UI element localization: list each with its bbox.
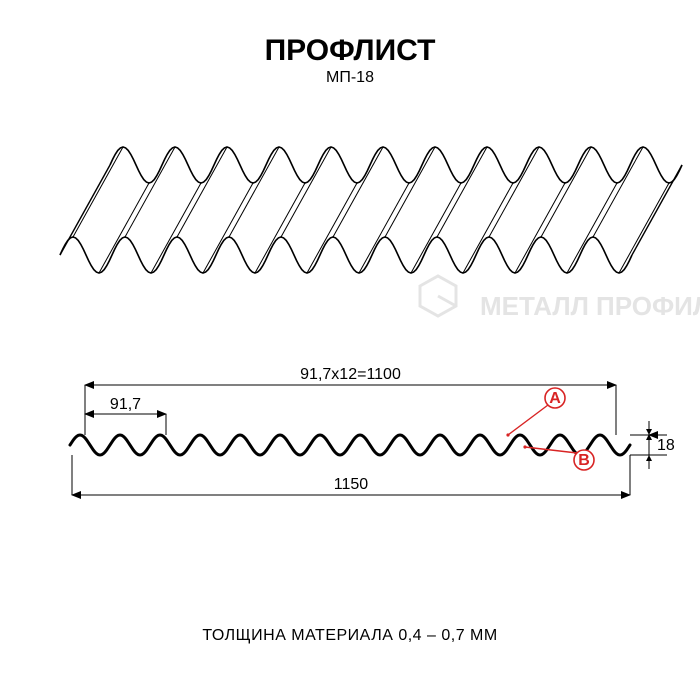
svg-text:91,7: 91,7	[110, 396, 141, 413]
marker-A: A	[506, 388, 565, 437]
dim-overall: 1150	[72, 455, 630, 495]
dim-height: 18	[630, 421, 675, 469]
svg-text:B: B	[578, 452, 590, 469]
dim-pitch: 91,7	[85, 396, 166, 435]
page-subtitle: МП-18	[326, 69, 374, 86]
watermark: МЕТАЛЛ ПРОФИЛЬ	[420, 276, 700, 321]
footer-note: ТОЛЩИНА МАТЕРИАЛА 0,4 – 0,7 ММ	[202, 627, 497, 644]
svg-text:18: 18	[657, 437, 675, 454]
page-title: ПРОФЛИСТ	[265, 34, 436, 67]
svg-text:МЕТАЛЛ ПРОФИЛЬ: МЕТАЛЛ ПРОФИЛЬ	[480, 291, 700, 321]
svg-text:1150: 1150	[334, 476, 369, 493]
svg-text:A: A	[549, 390, 561, 407]
cross-section-profile	[70, 435, 630, 455]
dim-top-total: 91,7x12=1100	[85, 366, 616, 435]
diagram-canvas: ПРОФЛИСТ МП-18 МЕТАЛЛ ПРОФИЛЬ 91,7x12=1100 9…	[0, 0, 700, 700]
isometric-sheet	[60, 147, 682, 273]
svg-text:91,7x12=1100: 91,7x12=1100	[300, 366, 401, 383]
